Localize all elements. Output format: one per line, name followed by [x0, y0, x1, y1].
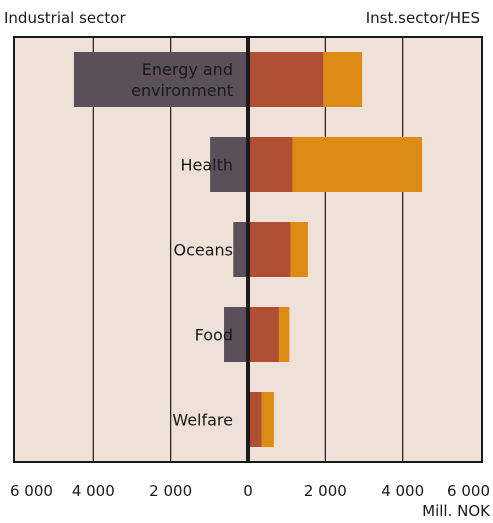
bar-hes — [278, 307, 290, 362]
x-tick-label: 2 000 — [149, 482, 192, 500]
category-label: Health — [180, 156, 233, 175]
category-label: Energy and — [142, 60, 233, 79]
bar-inst-sector — [248, 137, 293, 192]
x-tick-label: 6 000 — [10, 482, 53, 500]
bars — [73, 52, 423, 447]
bar-industrial — [210, 137, 248, 192]
category-label: Oceans — [173, 241, 233, 260]
bar-hes — [290, 222, 308, 277]
bar-industrial — [224, 307, 248, 362]
x-tick-label: 4 000 — [381, 482, 424, 500]
category-label: environment — [131, 81, 233, 100]
category-label: Food — [195, 326, 233, 345]
x-tick-label: 0 — [243, 482, 253, 500]
bar-inst-sector — [248, 52, 324, 107]
bar-industrial — [73, 52, 248, 107]
x-tick-label: 4 000 — [72, 482, 115, 500]
x-tick-label: 6 000 — [447, 482, 490, 500]
left-axis-title: Industrial sector — [4, 9, 126, 27]
category-labels: Energy and environment Health Oceans Food Wel… — [131, 60, 233, 430]
bar-hes — [323, 52, 363, 107]
x-tick-labels: 6 000 4 000 2 000 0 2 000 4 000 6 000 — [10, 482, 490, 500]
right-axis-title: Inst.sector/HES — [366, 9, 480, 27]
category-label: Welfare — [172, 411, 233, 430]
bar-inst-sector — [248, 307, 279, 362]
bar-hes — [261, 392, 274, 447]
x-tick-label: 2 000 — [304, 482, 347, 500]
bar-industrial — [233, 222, 248, 277]
bar-hes — [292, 137, 423, 192]
gridlines — [92, 37, 404, 462]
unit-label: Mill. NOK — [422, 502, 491, 520]
bar-inst-sector — [248, 392, 262, 447]
bar-inst-sector — [248, 222, 291, 277]
